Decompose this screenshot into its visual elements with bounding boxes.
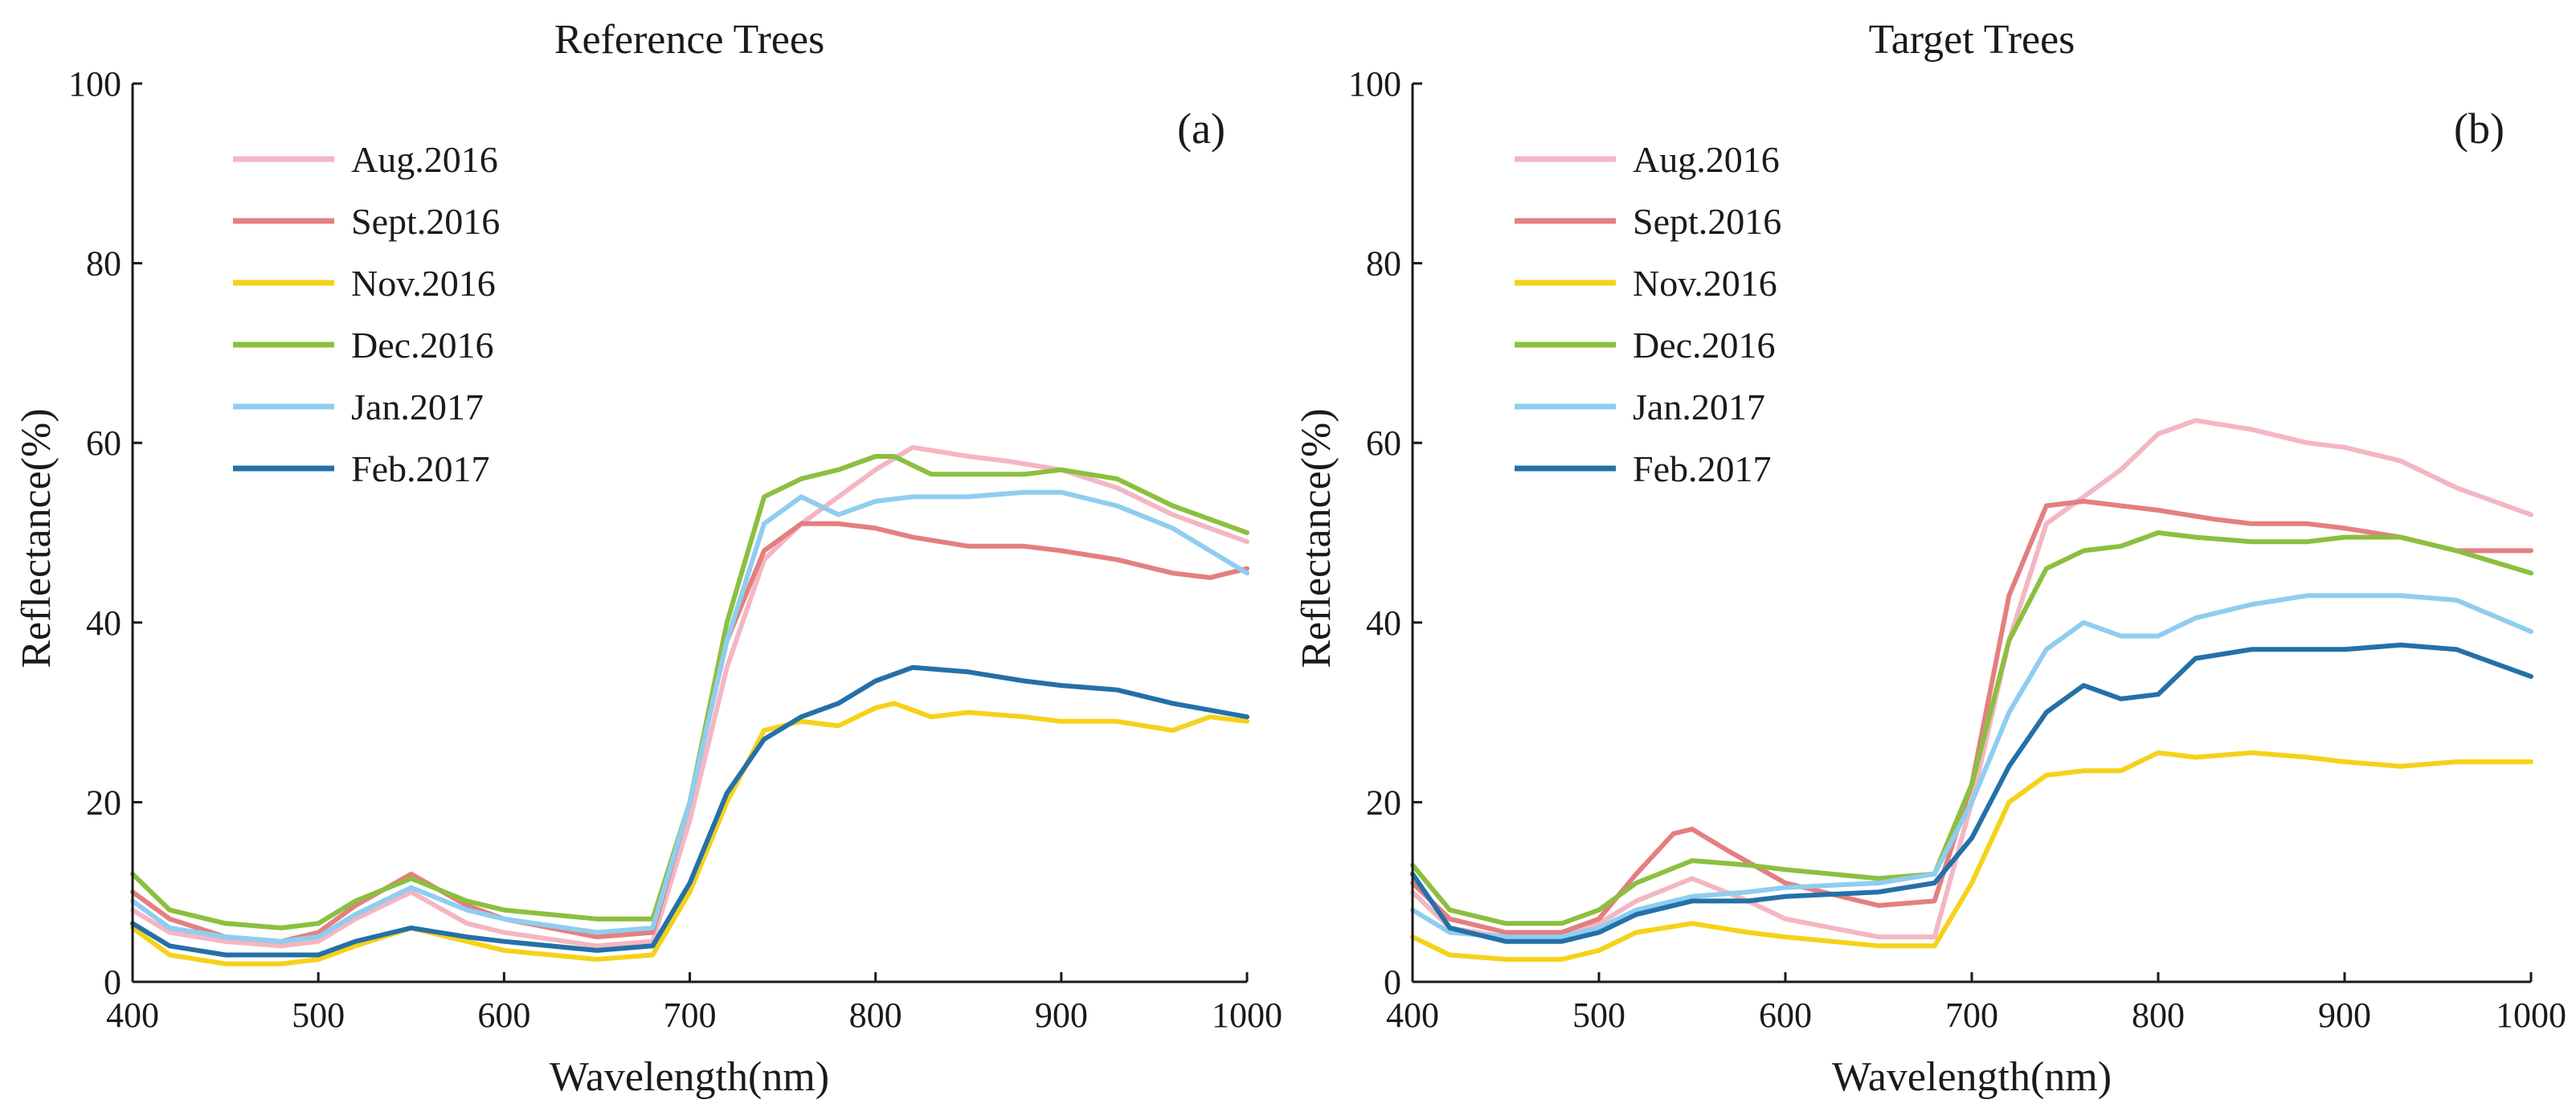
x-tick-label: 900	[1035, 995, 1088, 1035]
series-line-sept-2016	[1410, 498, 2533, 935]
legend: Aug.2016 Sept.2016 Nov.2016 Dec.2016 Jan.201…	[1515, 139, 1781, 489]
chart-panel-reference-trees: Reference Trees (a) Wavelength(nm) Refle…	[14, 17, 1282, 1100]
x-tick-label: 600	[477, 995, 530, 1035]
series-group	[130, 444, 1249, 967]
series-line-jan-2017	[130, 489, 1249, 944]
y-axis-label: Reflectance(%)	[1294, 408, 1339, 668]
legend-label: Sept.2016	[1633, 201, 1781, 242]
series-line-jan-2017	[1410, 593, 2533, 940]
legend-label: Dec.2016	[351, 325, 494, 366]
x-tick-label: 400	[1386, 995, 1439, 1035]
x-tick-label: 800	[2132, 995, 2185, 1035]
legend-label: Jan.2017	[1633, 386, 1765, 427]
x-tick-label: 700	[1945, 995, 1998, 1035]
x-tick-label: 700	[664, 995, 717, 1035]
y-tick-label: 80	[86, 244, 121, 284]
chart-panel-target-trees: Target Trees (b) Wavelength(nm) Reflecta…	[1294, 17, 2566, 1100]
legend-label: Feb.2017	[1633, 448, 1772, 489]
x-axis-label: Wavelength(nm)	[1832, 1054, 2112, 1100]
legend-label: Sept.2016	[351, 201, 500, 242]
y-tick-label: 60	[1366, 423, 1401, 463]
series-line-nov-2016	[1410, 750, 2533, 962]
y-tick-label: 80	[1366, 244, 1401, 284]
legend-label: Dec.2016	[1633, 325, 1776, 366]
y-tick-label: 0	[1384, 963, 1401, 1002]
y-tick-label: 20	[1366, 783, 1401, 822]
legend-label: Jan.2017	[351, 386, 484, 427]
series-line-feb-2017	[130, 664, 1249, 958]
legend-label: Feb.2017	[351, 448, 490, 489]
y-tick-label: 0	[104, 963, 121, 1002]
x-tick-label: 1000	[2496, 995, 2566, 1035]
chart-title: Target Trees	[1869, 17, 2075, 63]
x-tick-label: 1000	[1212, 995, 1282, 1035]
series-line-dec-2016	[130, 454, 1249, 930]
chart-title: Reference Trees	[554, 17, 824, 63]
series-line-aug-2016	[130, 444, 1249, 949]
x-tick-label: 600	[1759, 995, 1812, 1035]
panel-label: (b)	[2454, 104, 2504, 153]
legend-label: Nov.2016	[351, 263, 496, 304]
y-tick-label: 100	[1348, 64, 1401, 104]
x-tick-label: 500	[292, 995, 345, 1035]
series-group	[1410, 418, 2533, 962]
legend-label: Nov.2016	[1633, 263, 1777, 304]
y-axis-label: Reflectance(%)	[14, 408, 59, 668]
x-tick-label: 900	[2318, 995, 2371, 1035]
series-line-aug-2016	[1410, 418, 2533, 940]
x-tick-label: 500	[1572, 995, 1625, 1035]
y-tick-label: 20	[86, 783, 121, 822]
legend-label: Aug.2016	[351, 139, 498, 180]
y-tick-label: 100	[68, 64, 121, 104]
panel-label: (a)	[1177, 104, 1225, 153]
series-line-feb-2017	[1410, 642, 2533, 944]
x-axis-label: Wavelength(nm)	[550, 1054, 829, 1100]
y-tick-label: 40	[1366, 603, 1401, 643]
y-tick-label: 40	[86, 603, 121, 643]
legend: Aug.2016 Sept.2016 Nov.2016 Dec.2016 Jan.201…	[233, 139, 500, 489]
legend-label: Aug.2016	[1633, 139, 1780, 180]
x-tick-label: 800	[849, 995, 902, 1035]
series-line-dec-2016	[1410, 530, 2533, 926]
y-tick-label: 60	[86, 423, 121, 463]
x-tick-label: 400	[106, 995, 159, 1035]
